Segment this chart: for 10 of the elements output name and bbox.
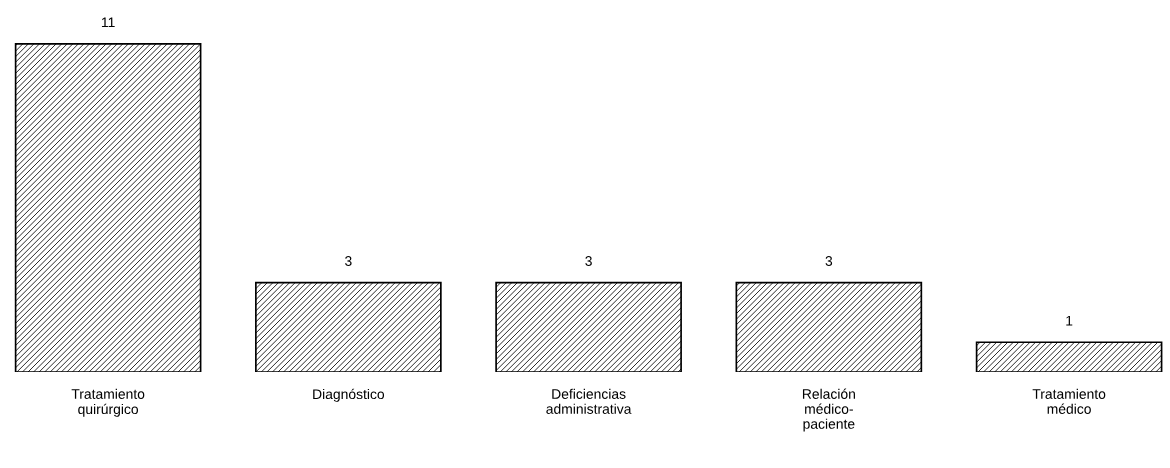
x-tick-label: Deficiencias administrativa (546, 388, 632, 414)
data-label: 11 (101, 17, 115, 28)
data-label: 3 (825, 256, 833, 266)
x-tick-label: Diagnóstico (313, 388, 385, 402)
data-label: 1 (1066, 315, 1073, 326)
data-label: 3 (345, 256, 352, 266)
data-label: 3 (585, 256, 592, 266)
x-tick-label: Relación médico- paciente (802, 388, 855, 432)
x-tick-label: Tratamiento médico (1032, 388, 1106, 414)
x-tick-label: Tratamiento quirúrgico (71, 388, 145, 417)
